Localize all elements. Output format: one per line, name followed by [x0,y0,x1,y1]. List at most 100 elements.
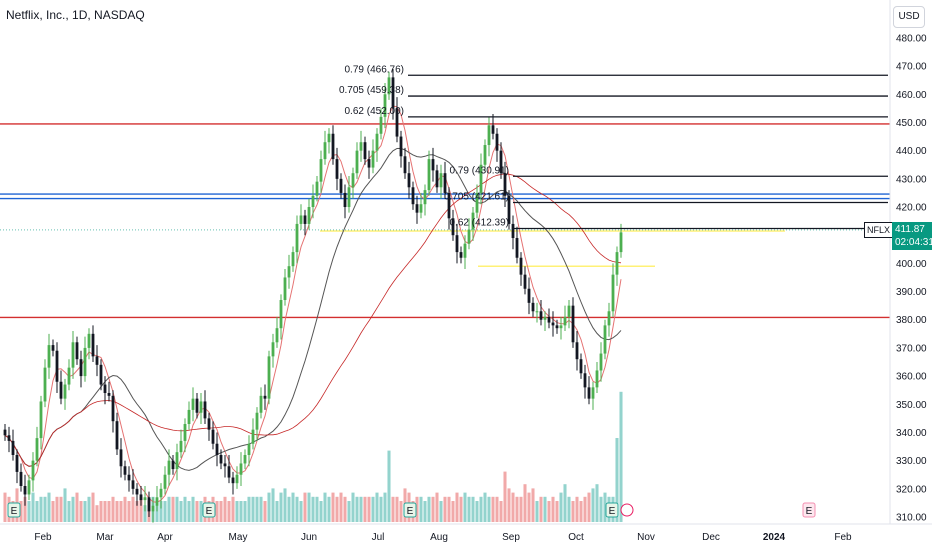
candle-body [223,463,227,467]
y-tick-label: 450.00 [896,118,927,129]
candle-body [547,316,551,323]
candle-body [555,325,559,329]
earnings-marker[interactable]: E [403,502,417,518]
y-tick-label: 370.00 [896,343,927,354]
candle-body [87,333,91,348]
volume-bar [331,492,335,522]
volume-bar [223,496,227,522]
volume-bar [103,501,107,522]
volume-bar [363,496,367,522]
candle-body [91,333,95,357]
volume-bar [567,496,571,522]
volume-bar [419,496,423,522]
volume-bar [355,496,359,522]
candle-body [243,455,247,464]
volume-bar [503,471,507,522]
candle-body [539,311,543,320]
fibonacci-levels: 0.79 (466.76) 0.705 (459.38) 0.62 (452.00)… [339,64,888,230]
candle-body [603,325,607,354]
candle-body [491,125,495,134]
volume-bar [39,496,43,522]
candle-body [383,94,387,117]
candle-body [239,463,243,475]
volume-bar [175,496,179,522]
volume-bar [587,492,591,522]
candle-body [323,142,327,160]
candle-body [359,142,363,151]
candle-body [287,266,291,278]
volume-bar [67,501,71,522]
candle-body [155,497,159,506]
volume-bar [251,496,255,522]
volume-bar [547,501,551,522]
candle-body [43,367,47,402]
x-tick-label: 2024 [763,532,786,543]
candle-body [283,277,287,301]
earnings-marker[interactable]: E [605,502,619,518]
volume-bar [571,501,575,522]
volume-bar [451,501,455,522]
volume-bar [371,496,375,522]
volume-bar [163,501,167,522]
volume-bar [523,484,527,522]
earnings-label: E [609,506,616,517]
volume-bar [559,492,563,522]
volume-bar [279,492,283,522]
candle-body [111,395,115,422]
candle-body [331,133,335,160]
lightning-icon [620,503,634,517]
candle-body [407,173,411,188]
candle-body [123,466,127,475]
candle-body [47,345,51,368]
currency-button[interactable]: USD [893,6,925,28]
earnings-marker[interactable]: E [202,502,216,518]
volume-bar [43,496,47,522]
volume-bar [47,492,51,522]
horizontal-levels [0,123,890,319]
volume-bars [3,391,623,522]
last-price-tag: 411.87 02:04:31 [892,222,932,250]
candle-body [255,412,259,430]
volume-bar [367,496,371,522]
earnings-icon [802,502,816,518]
candle-body [139,494,143,501]
earnings-marker[interactable]: E [802,502,816,518]
volume-bar [395,496,399,522]
earnings-label: E [11,506,18,517]
symbol-badge: NFLX [864,222,893,238]
volume-bar [159,501,163,522]
volume-bar [359,496,363,522]
x-tick-label: Apr [157,532,173,543]
candle-body [579,359,583,374]
candle-body [515,238,519,258]
volume-bar [339,492,343,522]
candle-body [467,229,471,244]
volume-bar [219,501,223,522]
candle-body [351,173,355,188]
y-tick-label: 360.00 [896,372,927,383]
volume-bar [27,501,31,522]
candle-body [119,449,123,467]
volume-bar [443,496,447,522]
candle-body [167,460,171,475]
candle-body [131,480,135,489]
volume-bar [83,501,87,522]
candle-body [127,474,131,481]
volume-bar [167,496,171,522]
candle-body [619,232,623,253]
earnings-marker[interactable]: E [7,502,21,518]
volume-bar [191,496,195,522]
candle-body [63,384,67,399]
x-tick-label: Feb [834,532,852,543]
volume-bar [55,496,59,522]
candle-body [143,497,147,501]
volume-bar [527,492,531,522]
earnings-label: E [206,506,213,517]
earnings-icon [403,502,417,518]
candle-body [7,435,11,441]
y-tick-label: 390.00 [896,287,927,298]
volume-bar [187,501,191,522]
candle-body [355,150,359,174]
candle-body [475,192,479,213]
